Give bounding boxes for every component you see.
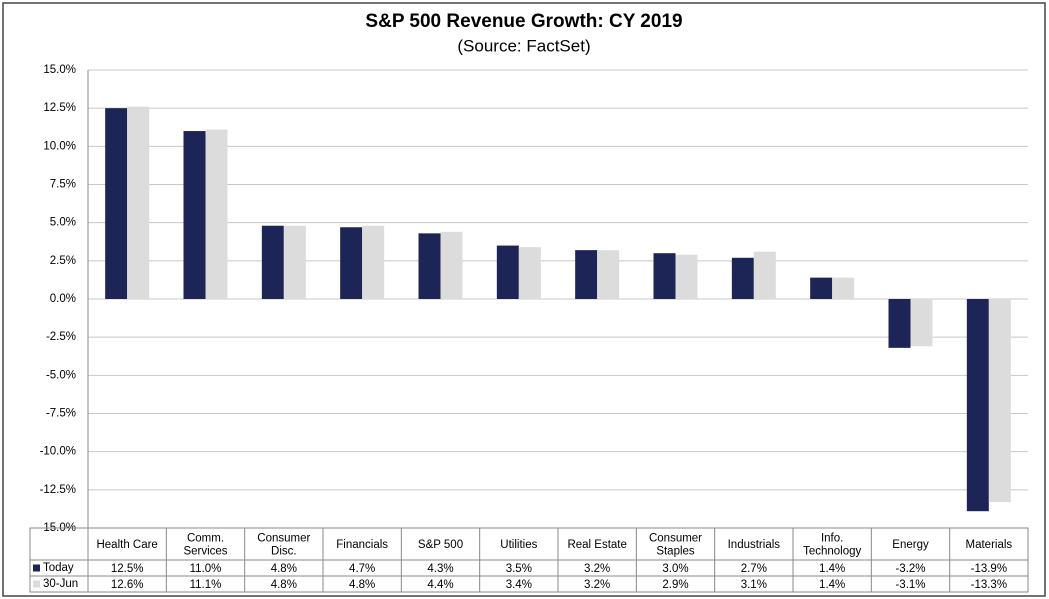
bar — [105, 108, 128, 300]
y-tick-label: -7.5% — [46, 408, 76, 420]
legend-label: 30-Jun — [43, 578, 78, 590]
y-tick-label: 10.0% — [43, 140, 76, 152]
bar — [575, 250, 598, 299]
y-tick-label: 12.5% — [43, 102, 76, 114]
bar — [910, 299, 933, 347]
x-tick-label: Health Care — [96, 539, 157, 551]
bar — [731, 257, 754, 299]
data-label: 4.7% — [349, 563, 375, 575]
x-tick-label: Financials — [336, 539, 388, 551]
bar — [362, 225, 385, 299]
data-label: -3.1% — [895, 579, 925, 591]
bar — [653, 253, 676, 299]
data-label: 1.4% — [819, 563, 845, 575]
x-tick-label: Industrials — [728, 539, 781, 551]
data-label: 3.5% — [506, 563, 532, 575]
data-label: 4.8% — [349, 579, 375, 591]
bar — [440, 231, 463, 299]
y-tick-label: 5.0% — [50, 217, 76, 229]
bar — [205, 129, 228, 299]
legend-swatch — [33, 580, 40, 588]
data-label: 3.2% — [584, 563, 610, 575]
y-tick-label: 0.0% — [50, 293, 76, 305]
data-label: 1.4% — [819, 579, 845, 591]
chart-title: S&P 500 Revenue Growth: CY 2019 — [365, 11, 682, 32]
data-label: 4.8% — [271, 563, 297, 575]
y-tick-label: 15.0% — [43, 64, 76, 76]
bar — [261, 225, 284, 299]
bar — [518, 247, 541, 299]
data-label: 11.1% — [190, 579, 222, 591]
bar — [675, 254, 698, 299]
data-label: 2.7% — [741, 563, 767, 575]
data-label: 3.0% — [662, 563, 688, 575]
bar — [810, 277, 833, 299]
data-label: 3.4% — [506, 579, 532, 591]
legend-label: Today — [43, 562, 74, 574]
x-tick-label: S&P 500 — [418, 539, 463, 551]
x-tick-label: Energy — [892, 539, 929, 551]
y-tick-label: -5.0% — [46, 369, 76, 381]
bar — [832, 277, 855, 299]
x-tick-label: Consumer Disc. — [257, 533, 310, 558]
y-tick-label: -10.0% — [40, 446, 76, 458]
data-label: -13.3% — [971, 579, 1007, 591]
bar — [966, 299, 989, 512]
x-tick-label: Materials — [966, 539, 1013, 551]
data-label: 12.6% — [111, 579, 144, 591]
x-tick-label: Info. Technology — [803, 533, 861, 558]
y-tick-label: 7.5% — [50, 179, 76, 191]
bar — [127, 106, 150, 299]
data-label: 2.9% — [662, 579, 688, 591]
data-label: 3.2% — [584, 579, 610, 591]
x-tick-label: Comm. Services — [183, 533, 227, 558]
bar — [183, 131, 206, 299]
data-label: 4.3% — [427, 563, 453, 575]
data-label: 4.8% — [271, 579, 297, 591]
x-tick-label: Real Estate — [567, 539, 626, 551]
y-tick-label: 2.5% — [50, 255, 76, 267]
data-label: 3.1% — [741, 579, 767, 591]
y-tick-label: -2.5% — [46, 331, 76, 343]
x-tick-label: Utilities — [500, 539, 537, 551]
data-label: 4.4% — [427, 579, 453, 591]
chart-subtitle: (Source: FactSet) — [457, 36, 590, 55]
bar — [888, 299, 911, 348]
bar — [988, 299, 1011, 503]
data-label: -3.2% — [895, 563, 925, 575]
bar — [283, 225, 306, 299]
data-label: -13.9% — [971, 563, 1007, 575]
bar — [753, 251, 776, 299]
bar — [496, 245, 519, 299]
data-label: 12.5% — [111, 563, 144, 575]
y-tick-label: -12.5% — [40, 484, 76, 496]
bar — [597, 250, 620, 299]
data-label: 11.0% — [190, 563, 222, 575]
bar — [340, 227, 363, 299]
bar — [418, 233, 441, 299]
legend-swatch — [33, 564, 40, 572]
x-tick-label: Consumer Staples — [649, 533, 702, 558]
